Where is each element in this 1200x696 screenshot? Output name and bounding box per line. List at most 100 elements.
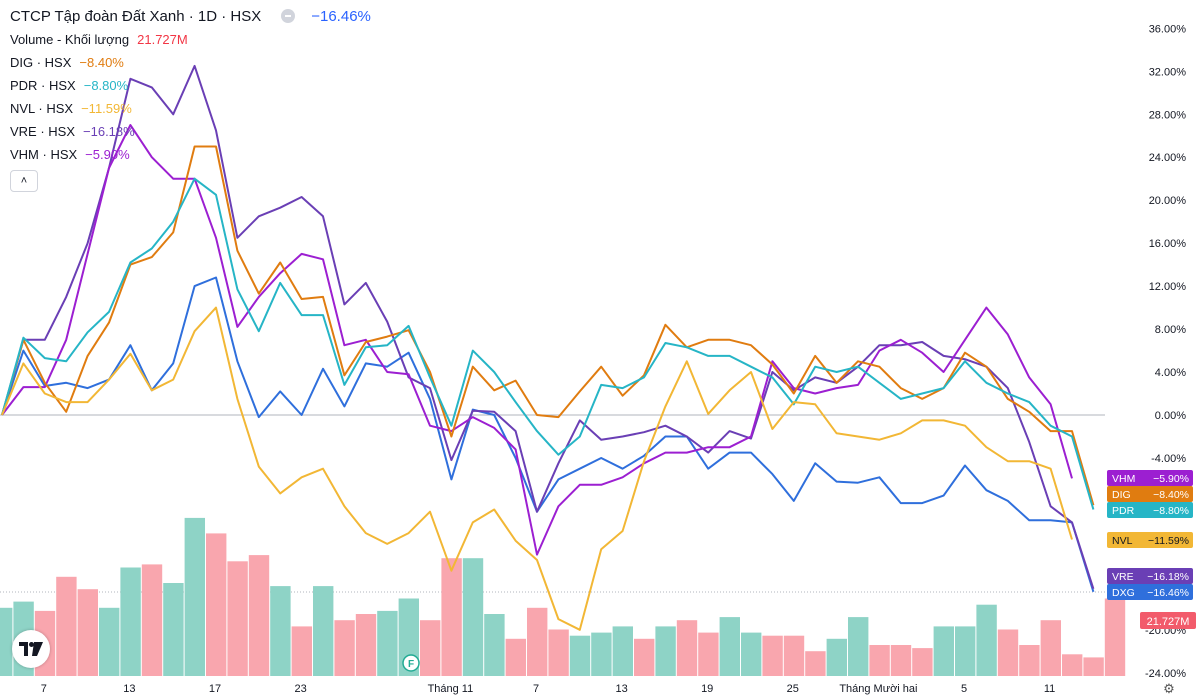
series-line-dxg (1, 276, 1095, 593)
chevron-up-icon: ˄ (20, 174, 28, 187)
volume-bar (698, 632, 719, 676)
last-label-value: −16.46% (1147, 587, 1189, 599)
x-tick-label: 25 (787, 683, 799, 695)
event-marker-icon[interactable]: F (402, 654, 420, 672)
y-tick-label: 24.00% (1149, 152, 1187, 164)
last-label-bg (1107, 470, 1193, 486)
volume-legend-label: Volume - Khối lượng (10, 31, 130, 47)
legend-row-nvl[interactable]: NVL · HSX −11.59% (10, 98, 132, 118)
last-label-name: NVL (1112, 535, 1133, 547)
y-tick-label: 28.00% (1149, 109, 1187, 121)
legend-value: −8.40% (79, 54, 124, 70)
volume-legend-row[interactable]: Volume - Khối lượng 21.727M (10, 29, 188, 49)
tradingview-logo-shape (19, 642, 43, 656)
y-tick-label: 4.00% (1155, 367, 1186, 379)
volume-bar (462, 558, 484, 676)
volume-bar (313, 586, 334, 676)
volume-bars (0, 517, 1126, 676)
volume-bar (248, 555, 270, 676)
volume-bar (997, 629, 1019, 676)
volume-bar (548, 629, 569, 676)
grid-layer (0, 414, 1105, 593)
volume-bar (655, 626, 676, 676)
volume-bar (527, 607, 548, 676)
y-axis: 36.00% 32.00% 28.00% 24.00% 20.00% 16.00% 12.0… (1145, 23, 1186, 679)
gear-icon[interactable]: ⚙ (1163, 681, 1175, 696)
y-tick-label: 8.00% (1155, 324, 1186, 336)
last-label-value: −5.90% (1153, 473, 1189, 485)
legend-row-dig[interactable]: DIG · HSX −8.40% (10, 52, 124, 72)
volume-bar (163, 583, 184, 676)
x-axis: 7 13 17 23 Tháng 11 7 13 19 25 Tháng Mười hai 5 11 (41, 683, 1056, 695)
series-line-pdr (1, 177, 1095, 510)
x-tick-label: 7 (41, 683, 47, 695)
event-marker-text: F (408, 659, 414, 670)
x-tick-label: 13 (615, 683, 627, 695)
volume-bar (976, 604, 997, 676)
volume-bar (484, 614, 505, 676)
volume-bar (227, 561, 248, 676)
x-tick-label: 17 (209, 683, 221, 695)
volume-bar (805, 651, 826, 676)
volume-bar (848, 617, 869, 676)
last-label-name: VRE (1112, 571, 1134, 583)
volume-last-label-bg (1140, 612, 1196, 629)
x-tick-label: Tháng Mười hai (839, 683, 917, 695)
series-line-vre (1, 64, 1095, 590)
volume-bar (676, 620, 698, 676)
volume-bar (762, 635, 783, 676)
series-line-nvl (1, 306, 1073, 631)
volume-bar (890, 645, 912, 676)
y-tick-label: 12.00% (1149, 281, 1187, 293)
main-title-row[interactable]: CTCP Tập đoàn Đất Xanh · 1D · HSX −16.46… (10, 6, 371, 26)
volume-bar (334, 620, 355, 676)
last-label-value: −16.18% (1147, 571, 1189, 583)
y-tick-label: -24.00% (1145, 668, 1186, 680)
volume-bar (355, 614, 377, 676)
eye-toggle-icon[interactable] (281, 9, 296, 23)
volume-bar (206, 533, 227, 676)
legend-value: −8.80% (83, 77, 129, 93)
volume-bar (441, 558, 462, 676)
volume-bar (420, 620, 441, 676)
legend-row-pdr[interactable]: PDR · HSX −8.80% (10, 75, 128, 95)
last-label-bg (1107, 584, 1193, 600)
volume-bar (291, 626, 312, 676)
volume-bar (955, 626, 976, 676)
volume-bar (783, 635, 805, 676)
y-tick-label: -4.00% (1151, 453, 1186, 465)
volume-bar (1104, 598, 1126, 676)
legend-row-vhm[interactable]: VHM · HSX −5.90% (10, 144, 130, 164)
volume-last-label: 21.727M (1147, 616, 1190, 628)
legend-row-vre[interactable]: VRE · HSX −16.18% (10, 121, 135, 141)
legend-label: PDR · HSX (10, 77, 76, 93)
x-tick-label: 19 (701, 683, 713, 695)
volume-bar (912, 648, 933, 676)
volume-bar (826, 638, 847, 676)
volume-bar (591, 632, 612, 676)
volume-bar (1083, 657, 1104, 676)
price-lines (1, 64, 1095, 631)
volume-bar (270, 586, 291, 676)
volume-bar (741, 632, 762, 676)
volume-bar (0, 607, 13, 676)
last-label-name: DXG (1112, 587, 1135, 599)
main-change-value: −16.46% (311, 7, 371, 25)
tradingview-logo-icon[interactable] (12, 630, 50, 668)
last-label-value: −8.80% (1153, 505, 1189, 517)
volume-bar (869, 645, 890, 676)
legend-label: VRE · HSX (10, 123, 76, 139)
volume-bar (120, 567, 141, 676)
legend-value: −16.18% (83, 123, 135, 139)
x-tick-label: 23 (294, 683, 306, 695)
volume-bar (1019, 645, 1040, 676)
volume-bar (99, 607, 120, 676)
volume-bar (56, 576, 77, 676)
y-tick-label: 20.00% (1149, 195, 1187, 207)
volume-bar (612, 626, 633, 676)
legend-label: DIG · HSX (10, 54, 72, 70)
x-tick-label: Tháng 11 (428, 683, 474, 695)
collapse-legend-button[interactable]: ˄ (10, 170, 38, 192)
last-label-value: −8.40% (1153, 489, 1189, 501)
